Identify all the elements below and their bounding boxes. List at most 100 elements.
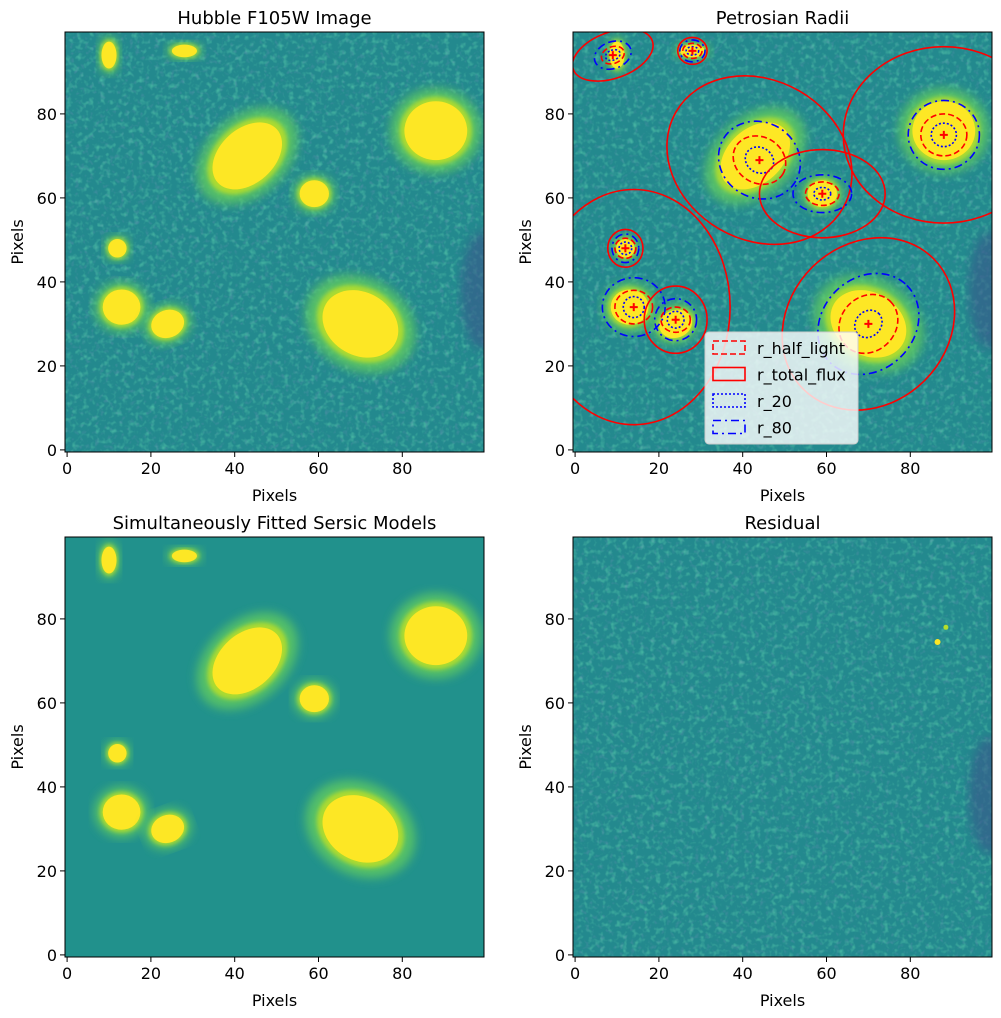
aperture-r-half-light [919,113,968,157]
panel-4: 0 20 40 60 80 0 20 40 60 80 Residual Pixels Pixels [516,513,993,1010]
y-tick-label: 60 [37,694,57,713]
aperture-r-80 [907,99,981,171]
aperture-r-total-flux [643,285,708,355]
noise-texture-dark [573,537,992,957]
aperture-r-total-flux [676,36,708,66]
source-core [404,606,468,666]
y-tick-label: 40 [37,273,57,292]
y-tick-label: 60 [545,189,565,208]
image-1 [65,32,484,452]
image-4 [573,537,992,957]
panel-1: 0 20 40 60 80 0 20 40 60 80 Hubble F105W Image Pixe… [8,8,485,505]
center-marker [629,303,638,312]
legend-swatch [712,419,746,435]
x-axis-label: Pixels [252,486,297,505]
x-tick-label: 0 [570,459,580,478]
center-marker [939,130,948,139]
x-tick-label: 60 [308,459,328,478]
axes-frame [64,31,485,453]
x-tick-label: 20 [649,459,669,478]
legend-label: r_80 [757,419,792,439]
aperture-r-total-flux [573,188,731,426]
x-tick-label: 40 [733,459,753,478]
y-tick-label: 60 [545,694,565,713]
panel-3: 0 20 40 60 80 0 20 40 60 80 Simultaneously Fitted … [8,513,485,1010]
source-core [299,685,329,713]
aperture-r-80 [792,174,853,214]
source-core [108,239,127,258]
x-tick-label: 0 [570,964,580,983]
dark-region [968,736,992,855]
y-tick-label: 0 [555,441,565,460]
aperture-r-20 [622,295,646,319]
y-tick-label: 0 [47,946,57,965]
legend-swatch [712,366,746,382]
source-core [171,44,197,58]
x-tick-label: 60 [816,459,836,478]
y-tick-label: 60 [37,189,57,208]
aperture-r-20 [930,122,958,148]
x-tick-label: 0 [62,459,72,478]
y-tick-label: 20 [37,862,57,881]
source-core [102,289,141,325]
aperture-r-half-light [660,306,692,334]
aperture-r-80 [601,276,666,338]
panel-title: Residual [744,513,820,534]
aperture-r-half-light [732,135,787,186]
center-marker [755,156,764,165]
axes-frame [572,31,993,453]
center-marker [671,315,680,324]
source-core [171,549,197,563]
aperture-r-80 [717,120,802,200]
x-tick-label: 80 [392,459,412,478]
y-tick-label: 80 [37,610,57,629]
y-tick-label: 80 [545,610,565,629]
x-tick-label: 80 [900,459,920,478]
dark-region [460,231,484,350]
x-tick-label: 20 [141,459,161,478]
aperture-r-80 [679,39,706,63]
source-core [108,744,127,763]
y-tick-label: 20 [37,357,57,376]
panel-title: Simultaneously Fitted Sersic Models [113,513,437,534]
x-tick-label: 20 [649,964,669,983]
aperture-r-half-light [614,289,654,325]
x-axis-label: Pixels [252,991,297,1010]
y-axis-label: Pixels [516,724,535,769]
source-core [610,289,649,325]
aperture-r-total-flux [666,75,853,246]
legend-swatch [712,340,746,355]
aperture-r-half-light [681,42,703,60]
x-tick-label: 20 [141,964,161,983]
panel-2: 0 20 40 60 80 0 20 40 60 80 Petrosian Radii Pixels P… [516,8,993,505]
x-axis-label: Pixels [760,991,805,1010]
aperture-r-20 [604,48,621,62]
x-tick-label: 40 [225,964,245,983]
source-core [101,41,117,69]
source-core [322,795,399,863]
aperture-r-20 [813,186,832,201]
aperture-r-20 [666,310,685,329]
y-axis-label: Pixels [8,724,27,769]
source-core [912,101,976,161]
source-core [720,122,791,190]
x-tick-label: 40 [225,459,245,478]
x-axis-label: Pixels [760,486,805,505]
center-marker [688,46,697,55]
axes-frame [64,536,485,958]
aperture-r-80 [611,233,640,264]
center-marker [818,189,827,198]
legend-label: r_20 [757,392,792,412]
x-tick-label: 40 [733,964,753,983]
source-core [101,546,117,574]
residual-hotspot [934,639,941,645]
source-core [322,290,399,358]
legend-swatch [712,393,746,408]
x-tick-label: 60 [308,964,328,983]
aperture-r-half-light [614,237,637,260]
source-core [212,627,283,695]
source-core [151,309,185,339]
x-tick-label: 0 [62,964,72,983]
legend-label: r_total_flux [757,366,846,386]
